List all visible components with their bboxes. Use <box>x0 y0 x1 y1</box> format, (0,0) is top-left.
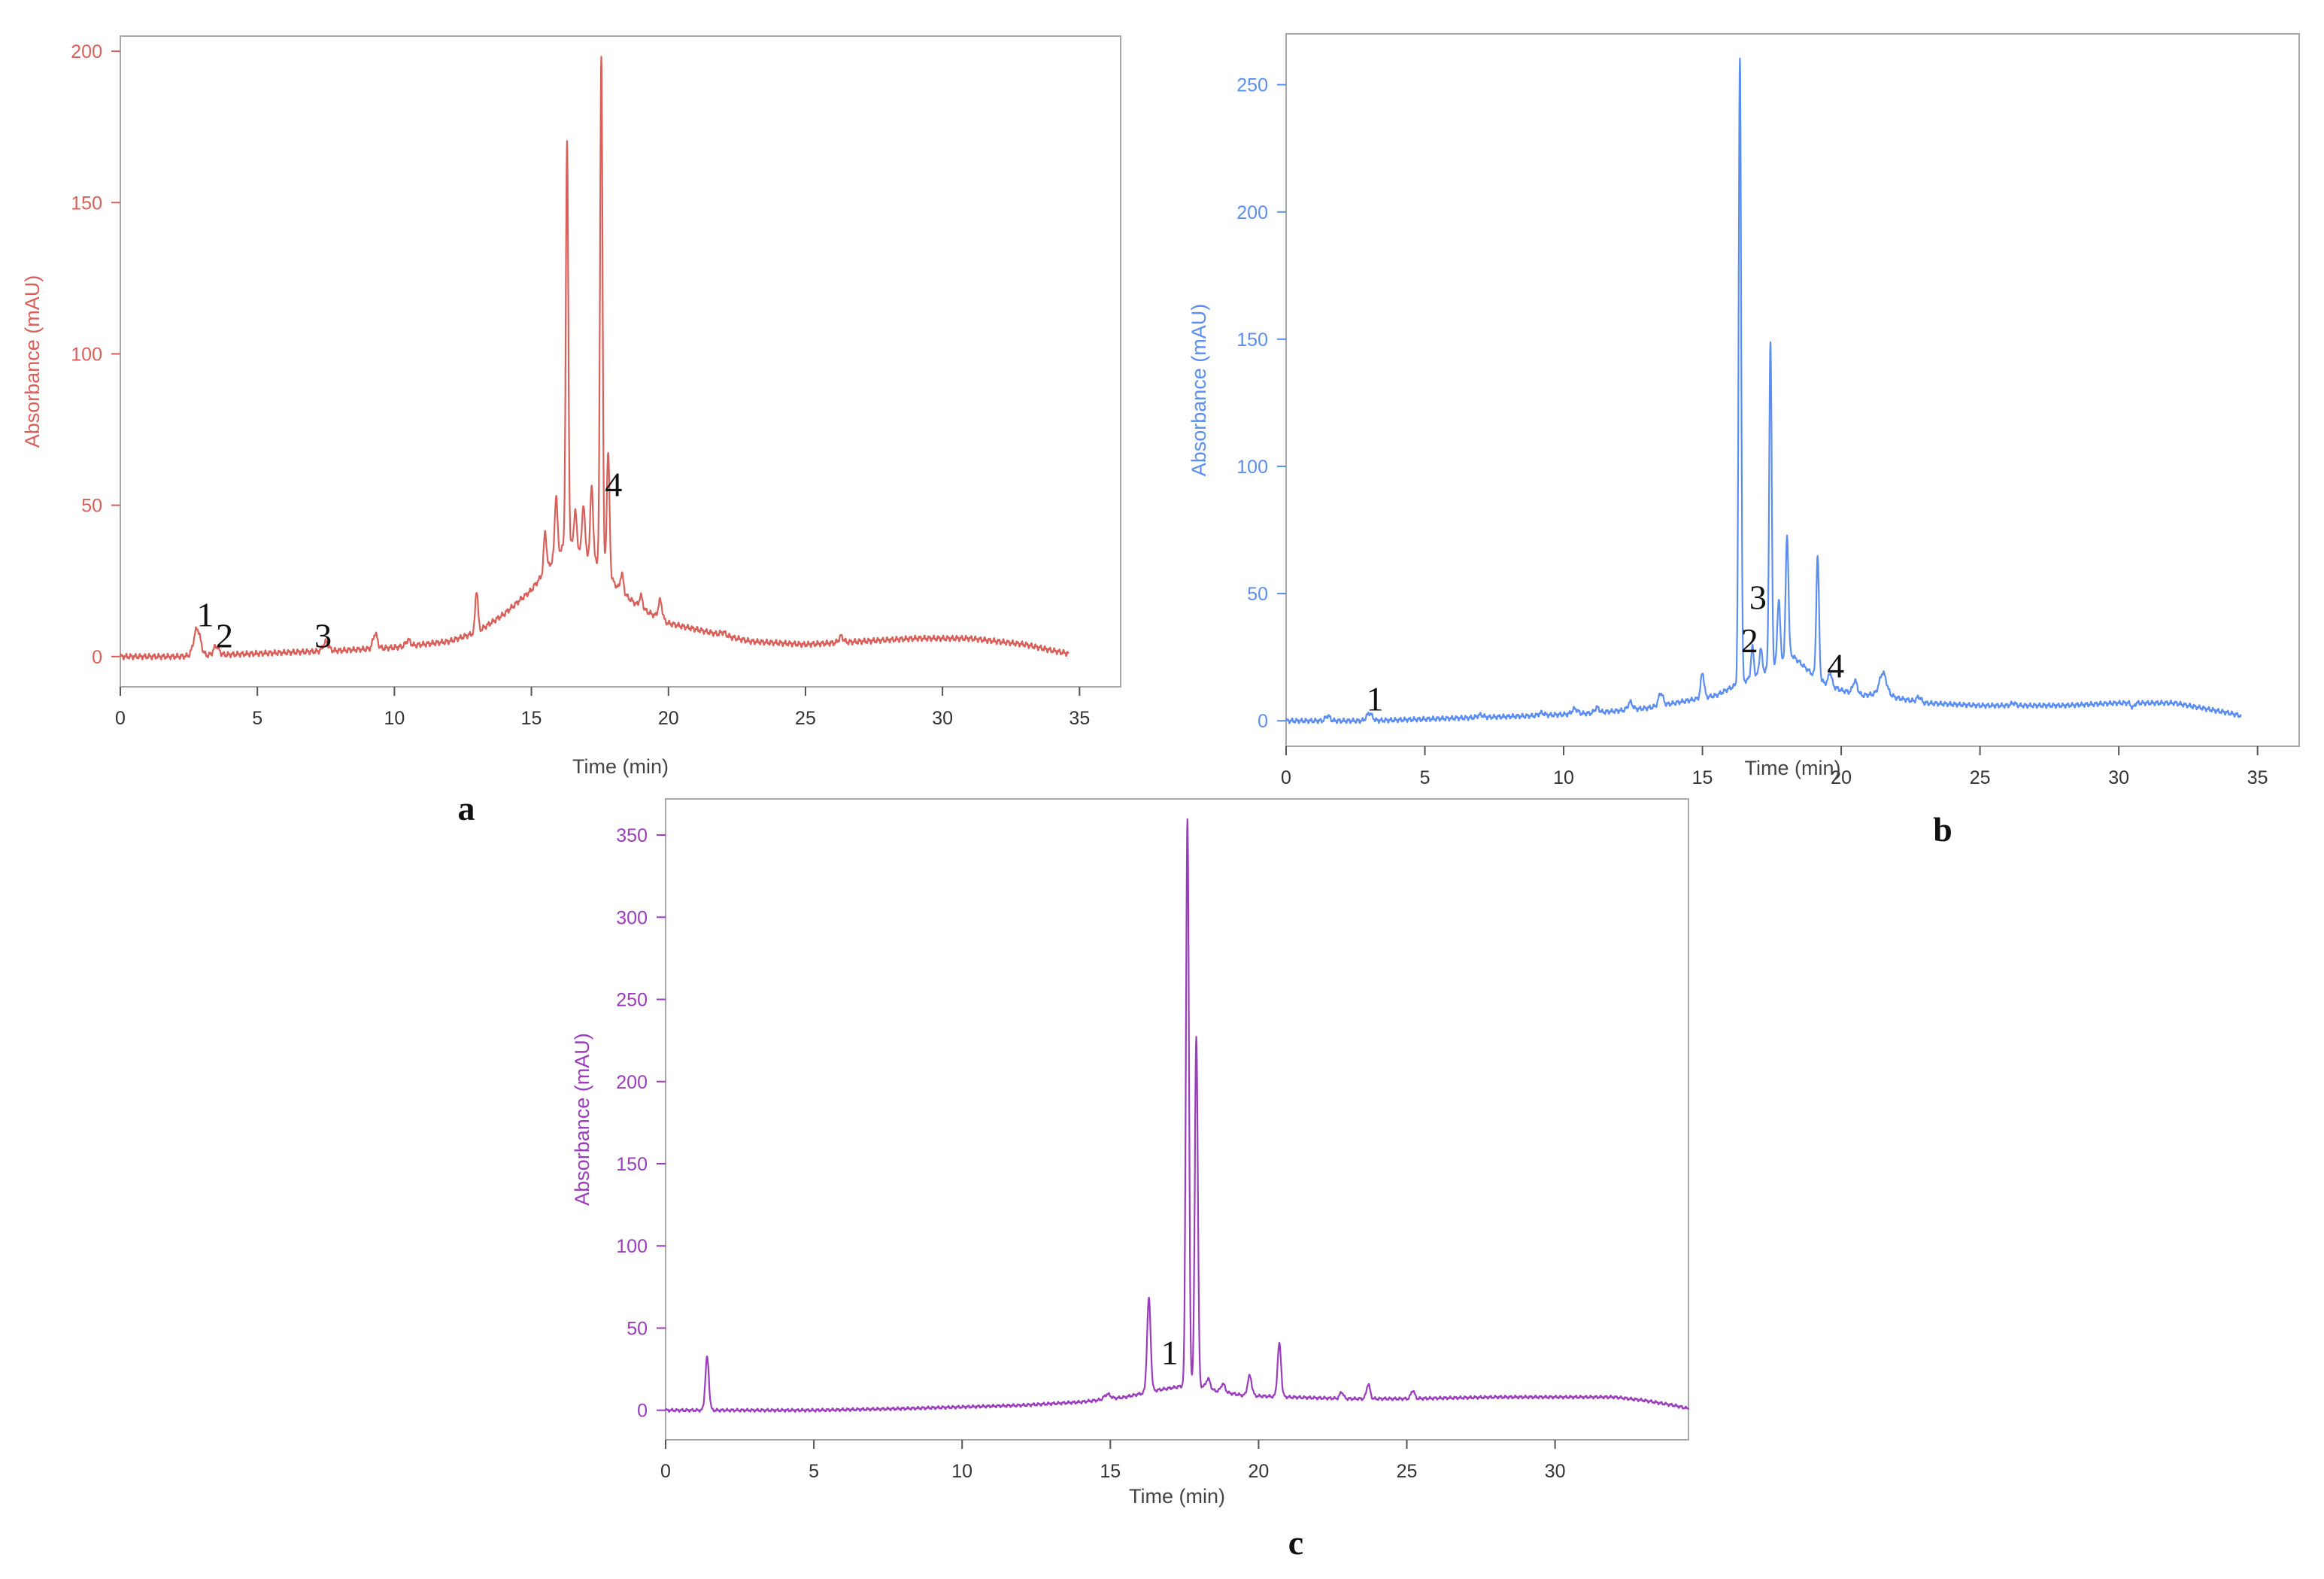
y-tick-label: 100 <box>616 1236 648 1257</box>
x-tick-label: 15 <box>1100 1461 1121 1482</box>
peak-annotation-4: 4 <box>1827 647 1844 685</box>
x-tick-label: 10 <box>384 708 405 729</box>
x-tick-label: 5 <box>1420 767 1431 788</box>
y-tick-label: 50 <box>81 496 102 517</box>
x-tick-label: 15 <box>1692 767 1713 788</box>
x-tick-label: 10 <box>1553 767 1574 788</box>
panel-label-a: a <box>458 789 475 827</box>
chart-panel-a: 0 5 10 15 20 25 30 35 0 50 100 150 200 Time (min) Abso… <box>21 35 1121 827</box>
y-tick-label: 150 <box>616 1154 648 1175</box>
x-axis-label: Time (min) <box>1129 1485 1225 1508</box>
x-tick-label: 0 <box>660 1461 671 1482</box>
y-tick-label: 200 <box>1236 202 1268 223</box>
panel-label-b: b <box>1933 810 1952 849</box>
x-tick-label: 35 <box>2247 767 2268 788</box>
x-tick-label: 25 <box>1397 1461 1418 1482</box>
peak-annotation-3: 3 <box>314 617 332 655</box>
peak-annotation-3: 3 <box>1749 578 1767 616</box>
chromatogram-trace <box>664 818 1690 1413</box>
y-axis-label: Absorbance (mAU) <box>1188 304 1210 477</box>
x-tick-label: 25 <box>795 708 816 729</box>
plot-frame <box>120 35 1121 688</box>
x-tick-label: 35 <box>1069 708 1090 729</box>
plot-frame <box>665 798 1689 1441</box>
panel-label-c: c <box>1288 1523 1303 1562</box>
y-tick-label: 250 <box>1236 75 1268 96</box>
y-tick-label: 150 <box>1236 329 1268 351</box>
peak-annotation-1: 1 <box>196 596 214 634</box>
y-tick-label: 50 <box>627 1318 648 1339</box>
peak-annotation-2: 2 <box>1741 621 1758 660</box>
y-tick-label: 100 <box>1236 457 1268 478</box>
peak-annotation-1: 1 <box>1161 1334 1179 1372</box>
y-tick-label: 0 <box>637 1401 648 1422</box>
chromatogram-trace <box>119 56 1069 660</box>
x-tick-label: 15 <box>521 708 542 729</box>
x-tick-label: 5 <box>809 1461 819 1482</box>
y-tick-label: 0 <box>92 647 102 668</box>
peak-annotation-2: 2 <box>216 617 233 655</box>
y-tick-label: 150 <box>71 193 102 214</box>
x-tick-label: 25 <box>1970 767 1991 788</box>
y-tick-label: 200 <box>616 1072 648 1093</box>
x-tick-label: 30 <box>2108 767 2129 788</box>
y-tick-label: 0 <box>1258 711 1268 732</box>
x-tick-label: 10 <box>951 1461 972 1482</box>
x-tick-label: 30 <box>1545 1461 1566 1482</box>
x-tick-label: 5 <box>252 708 262 729</box>
y-tick-label: 100 <box>71 344 102 365</box>
y-axis-label: Absorbance (mAU) <box>571 1033 593 1206</box>
chart-panel-b: 0 5 10 15 20 25 30 35 0 50 100 150 200 250 Time (min) A… <box>1188 33 2300 849</box>
x-tick-label: 0 <box>115 708 126 729</box>
x-tick-label: 20 <box>1248 1461 1269 1482</box>
y-tick-label: 250 <box>616 990 648 1011</box>
x-tick-label: 30 <box>932 708 953 729</box>
plot-frame <box>1285 33 2300 747</box>
y-tick-label: 300 <box>616 907 648 928</box>
peak-annotation-1: 1 <box>1367 680 1384 718</box>
x-axis-label: Time (min) <box>572 755 669 778</box>
y-tick-label: 50 <box>1247 584 1268 605</box>
chromatogram-trace <box>1285 57 2242 724</box>
peak-annotation-4: 4 <box>605 466 622 504</box>
x-tick-label: 20 <box>658 708 679 729</box>
y-axis-label: Absorbance (mAU) <box>21 275 44 448</box>
x-axis-label: Time (min) <box>1745 757 1841 779</box>
y-tick-label: 350 <box>616 825 648 846</box>
x-tick-label: 20 <box>1831 767 1852 788</box>
x-tick-label: 0 <box>1281 767 1291 788</box>
y-tick-label: 200 <box>71 41 102 62</box>
